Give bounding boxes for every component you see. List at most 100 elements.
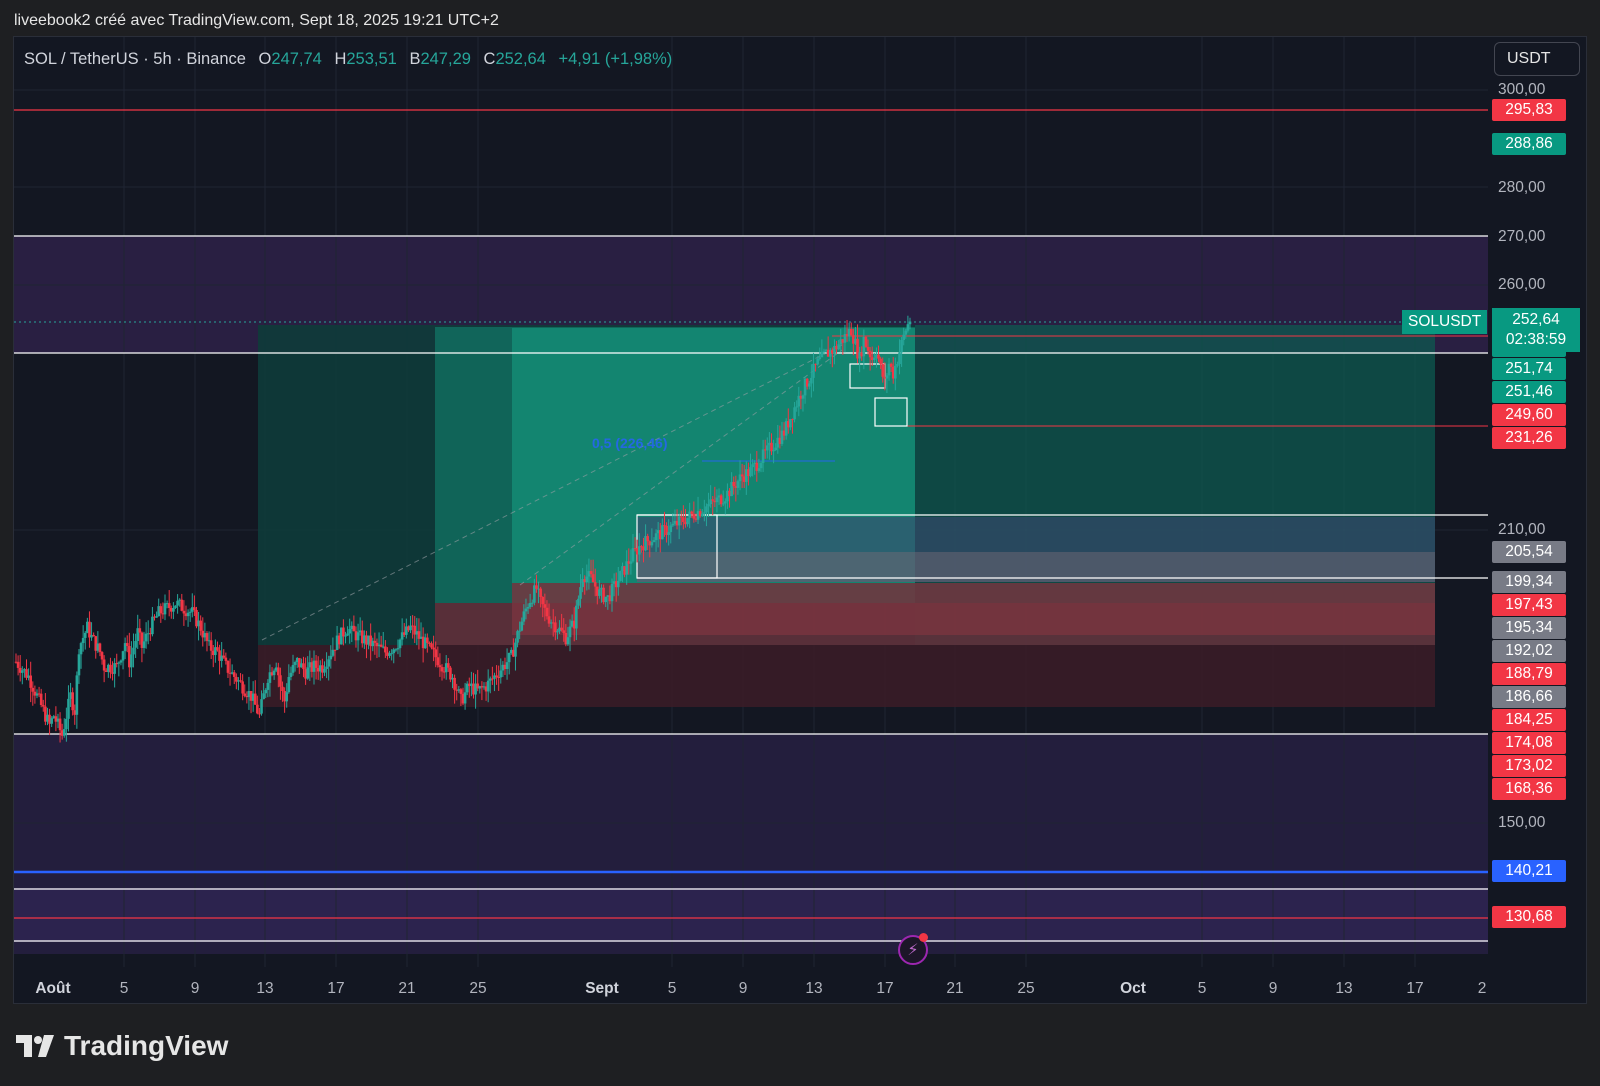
candle-body bbox=[665, 525, 668, 536]
candle-body bbox=[556, 631, 559, 633]
candle-body bbox=[721, 503, 725, 505]
candle-body bbox=[209, 640, 213, 651]
candle-body bbox=[505, 662, 509, 669]
candle-body bbox=[266, 682, 270, 690]
candle-body bbox=[182, 610, 186, 614]
candle-body bbox=[37, 693, 41, 695]
candle-body bbox=[65, 718, 68, 730]
candle-body bbox=[96, 643, 100, 651]
candle-body bbox=[274, 667, 278, 671]
candle-body bbox=[755, 462, 759, 471]
candle-body bbox=[772, 450, 775, 452]
candle-body bbox=[149, 633, 152, 635]
candle-body bbox=[814, 363, 817, 365]
time-axis-label: 17 bbox=[1406, 980, 1424, 997]
candle-body bbox=[256, 704, 259, 714]
candle-body bbox=[768, 442, 771, 446]
candle-body bbox=[270, 672, 274, 676]
candle-body bbox=[440, 667, 444, 672]
candle-body bbox=[253, 693, 257, 705]
candle-body bbox=[551, 622, 555, 624]
candle-body bbox=[682, 517, 685, 522]
candle-body bbox=[839, 339, 843, 345]
candle-body bbox=[854, 338, 857, 344]
candle-body bbox=[81, 637, 85, 644]
price-axis-label: 150,00 bbox=[1498, 814, 1546, 831]
candle-body bbox=[60, 730, 64, 736]
candle-body bbox=[711, 499, 715, 501]
candle-body bbox=[455, 689, 459, 691]
candle-body bbox=[776, 437, 780, 448]
candle-body bbox=[667, 532, 670, 536]
candle-body bbox=[512, 649, 515, 657]
grey-zone bbox=[637, 552, 1435, 582]
symbol-info: SOL / TetherUS · 5h · Binance bbox=[24, 50, 246, 68]
candle-body bbox=[327, 659, 330, 667]
candle-body bbox=[172, 607, 175, 612]
candle-body bbox=[879, 358, 882, 365]
candle-body bbox=[457, 689, 461, 691]
candle-body bbox=[894, 365, 897, 379]
candle-body bbox=[789, 419, 792, 428]
candle-body bbox=[604, 596, 608, 603]
candle-body bbox=[635, 548, 639, 555]
candle-body bbox=[627, 561, 631, 564]
candle-body bbox=[763, 449, 767, 451]
candle-body bbox=[428, 642, 431, 644]
candle-body bbox=[463, 692, 467, 704]
candle-body bbox=[318, 665, 322, 672]
candle-body bbox=[193, 607, 196, 611]
candle-body bbox=[94, 636, 98, 651]
candle-body bbox=[759, 463, 763, 469]
candle-body bbox=[719, 495, 723, 505]
candle-body bbox=[518, 630, 521, 632]
candles bbox=[14, 315, 912, 743]
candle-body bbox=[247, 691, 251, 698]
candle-body bbox=[153, 616, 156, 618]
price-tag: 249,60 bbox=[1492, 404, 1566, 427]
candle-body bbox=[780, 430, 784, 444]
candle-body bbox=[33, 691, 37, 696]
candle-body bbox=[820, 351, 824, 358]
candle-body bbox=[444, 663, 448, 673]
candle-body bbox=[31, 687, 35, 692]
candle-body bbox=[736, 481, 740, 488]
fib-label: 0,5 (226,46) bbox=[592, 435, 668, 451]
candle-body bbox=[134, 640, 137, 648]
candle-body bbox=[281, 686, 284, 691]
candle-body bbox=[612, 581, 616, 584]
candle-body bbox=[130, 654, 133, 668]
candle-body bbox=[304, 669, 307, 679]
candle-body bbox=[386, 652, 389, 656]
candle-body bbox=[67, 698, 70, 719]
candle-body bbox=[583, 579, 587, 583]
candle-body bbox=[409, 625, 412, 631]
time-axis-label: 17 bbox=[327, 980, 345, 997]
candle-body bbox=[16, 661, 20, 668]
currency-button[interactable]: USDT bbox=[1494, 42, 1580, 76]
candle-body bbox=[713, 500, 717, 503]
candle-body bbox=[388, 653, 391, 656]
candle-body bbox=[163, 603, 167, 615]
price-tag: 195,34 bbox=[1492, 616, 1566, 639]
price-tag: 186,66 bbox=[1492, 685, 1566, 708]
candle-body bbox=[730, 481, 733, 497]
candle-body bbox=[121, 651, 125, 661]
candle-body bbox=[342, 627, 345, 637]
flash-icon[interactable]: ⚡ bbox=[898, 935, 928, 965]
candle-body bbox=[381, 646, 385, 648]
candle-body bbox=[539, 588, 542, 598]
candle-body bbox=[528, 603, 532, 607]
candle-body bbox=[587, 571, 591, 577]
candle-body bbox=[132, 647, 135, 655]
candle-body bbox=[470, 683, 473, 687]
candle-body bbox=[430, 643, 433, 648]
candle-body bbox=[581, 579, 584, 588]
candle-body bbox=[98, 643, 102, 653]
candle-body bbox=[302, 663, 305, 670]
candle-body bbox=[621, 566, 624, 572]
candle-body bbox=[717, 495, 721, 498]
candle-body bbox=[138, 628, 142, 633]
high-value: 253,51 bbox=[346, 50, 397, 68]
